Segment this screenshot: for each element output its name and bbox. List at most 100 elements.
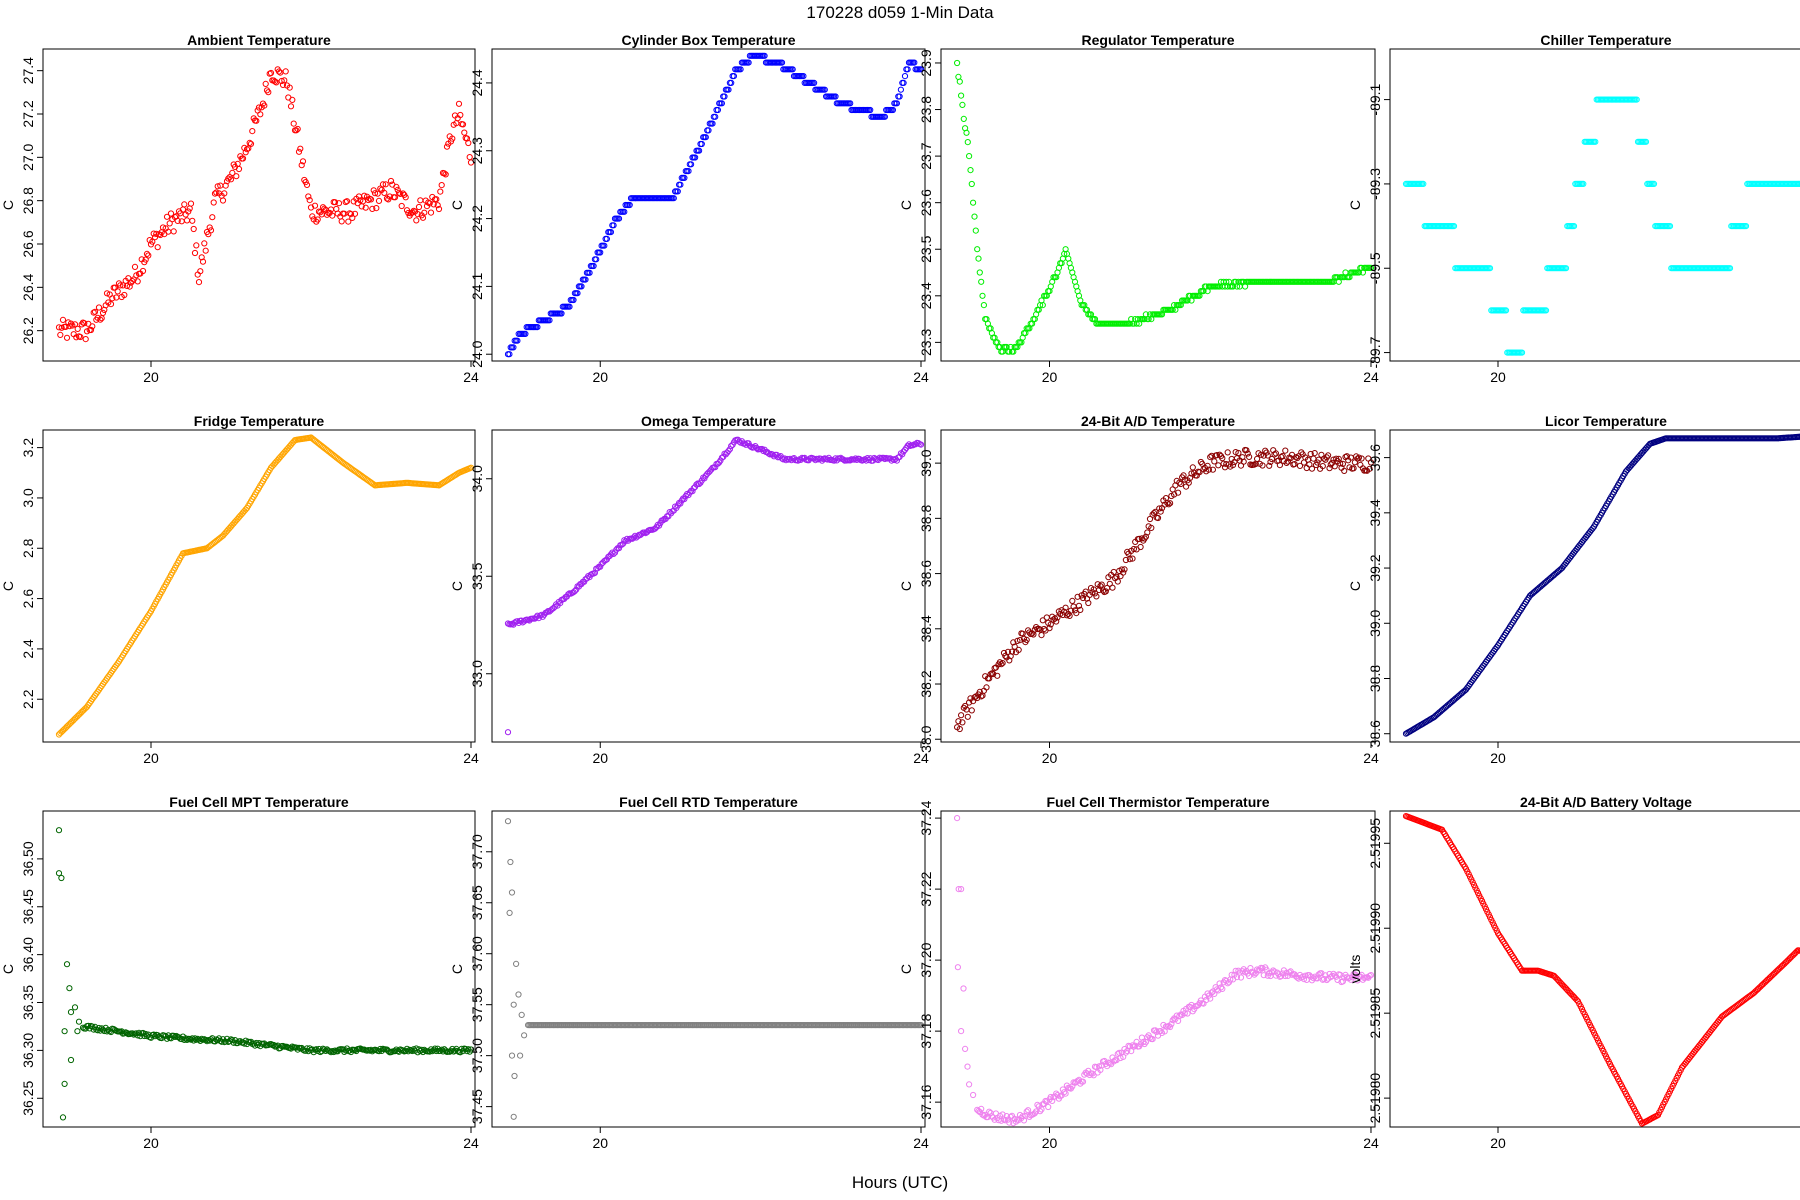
data-point [1204, 462, 1211, 469]
panel-title: Regulator Temperature [1082, 32, 1235, 48]
y-axis-label: C [449, 200, 465, 210]
data-point [1246, 453, 1253, 460]
data-point [970, 1091, 977, 1099]
data-point [959, 101, 966, 109]
y-tick-label: 2.51985 [1367, 988, 1383, 1039]
data-point [59, 316, 67, 323]
data-point [299, 158, 307, 165]
y-tick-label: 37.70 [469, 834, 485, 869]
data-point [59, 1114, 67, 1121]
data-point [558, 310, 565, 317]
data-point [510, 1001, 517, 1008]
data-point [674, 188, 681, 195]
data-point [601, 242, 608, 249]
data-point [126, 283, 133, 290]
data-point [1339, 460, 1347, 467]
data-point [1580, 180, 1587, 187]
panel-title: Fridge Temperature [194, 413, 325, 429]
data-point [728, 79, 735, 87]
data-point [960, 115, 967, 123]
data-point [847, 457, 854, 464]
data-point [968, 180, 975, 188]
data-point [1093, 593, 1100, 600]
data-point [794, 457, 802, 464]
data-point [593, 256, 600, 263]
data-point [393, 183, 400, 190]
data-point [55, 870, 63, 877]
data-point [227, 176, 235, 183]
data-point [67, 1009, 75, 1016]
data-point [911, 59, 918, 66]
x-tick-label: 20 [143, 369, 159, 385]
y-tick-label: 27.4 [20, 57, 36, 84]
data-point [327, 206, 335, 213]
data-point [373, 205, 380, 212]
data-point [1283, 459, 1290, 466]
data-point [379, 181, 387, 188]
data-point [994, 672, 1001, 679]
data-point [461, 129, 468, 136]
data-point [510, 1113, 517, 1120]
data-point [361, 192, 368, 199]
data-point [597, 249, 604, 256]
data-point [1037, 1108, 1044, 1115]
data-point [893, 100, 901, 107]
data-point [566, 303, 573, 310]
data-point [185, 208, 192, 215]
data-point [506, 909, 513, 917]
data-point [449, 135, 456, 142]
data-point [402, 194, 409, 201]
data-point [1319, 463, 1326, 470]
panel-title: Cylinder Box Temperature [621, 32, 795, 48]
data-point [786, 455, 794, 462]
data-point [209, 214, 216, 221]
data-point [282, 68, 289, 75]
data-point [1061, 1089, 1068, 1096]
data-point [607, 229, 615, 236]
figure-title: 170228 d059 1-Min Data [806, 3, 994, 22]
x-tick-label: 20 [592, 750, 608, 766]
data-point [832, 93, 839, 100]
data-point [1137, 543, 1144, 551]
panel-1: Cylinder Box Temperature 20 24 24.0 24.1 24.2… [449, 32, 929, 385]
panel-title: Fuel Cell RTD Temperature [619, 794, 798, 810]
data-point [365, 196, 372, 204]
data-point [1177, 480, 1184, 488]
data-point [351, 210, 359, 217]
x-tick-label: 20 [1042, 750, 1058, 766]
y-tick-label: 2.51995 [1367, 818, 1383, 869]
data-point [438, 182, 445, 189]
data-point [1046, 625, 1053, 632]
data-point [966, 699, 973, 706]
data-point [275, 68, 283, 75]
data-point [1096, 586, 1103, 594]
data-point [1367, 264, 1375, 271]
data-point [1004, 648, 1012, 656]
data-point [1006, 657, 1013, 664]
data-point [546, 317, 553, 324]
data-point [515, 991, 522, 998]
data-point [504, 818, 512, 825]
data-point [1129, 555, 1136, 562]
data-point [134, 278, 141, 285]
data-point [426, 200, 433, 207]
data-point [467, 159, 475, 166]
data-point [1351, 459, 1359, 466]
data-point [702, 134, 709, 141]
data-point [1118, 566, 1125, 573]
plot-frame [940, 429, 1376, 743]
data-point [1331, 463, 1338, 470]
data-point [123, 282, 131, 289]
data-point [427, 209, 435, 216]
data-point [171, 1033, 179, 1041]
data-point [265, 89, 272, 96]
data-point [610, 222, 617, 229]
data-point [1175, 489, 1182, 496]
data-point [343, 198, 351, 205]
data-point [219, 197, 227, 204]
data-point [705, 127, 712, 134]
data-point [1205, 466, 1213, 473]
panel-0: Ambient Temperature 20 24 26.2 26.4 26.6 26.8 2… [0, 32, 479, 385]
y-axis-label: C [0, 581, 16, 591]
x-tick-label: 24 [463, 369, 479, 385]
